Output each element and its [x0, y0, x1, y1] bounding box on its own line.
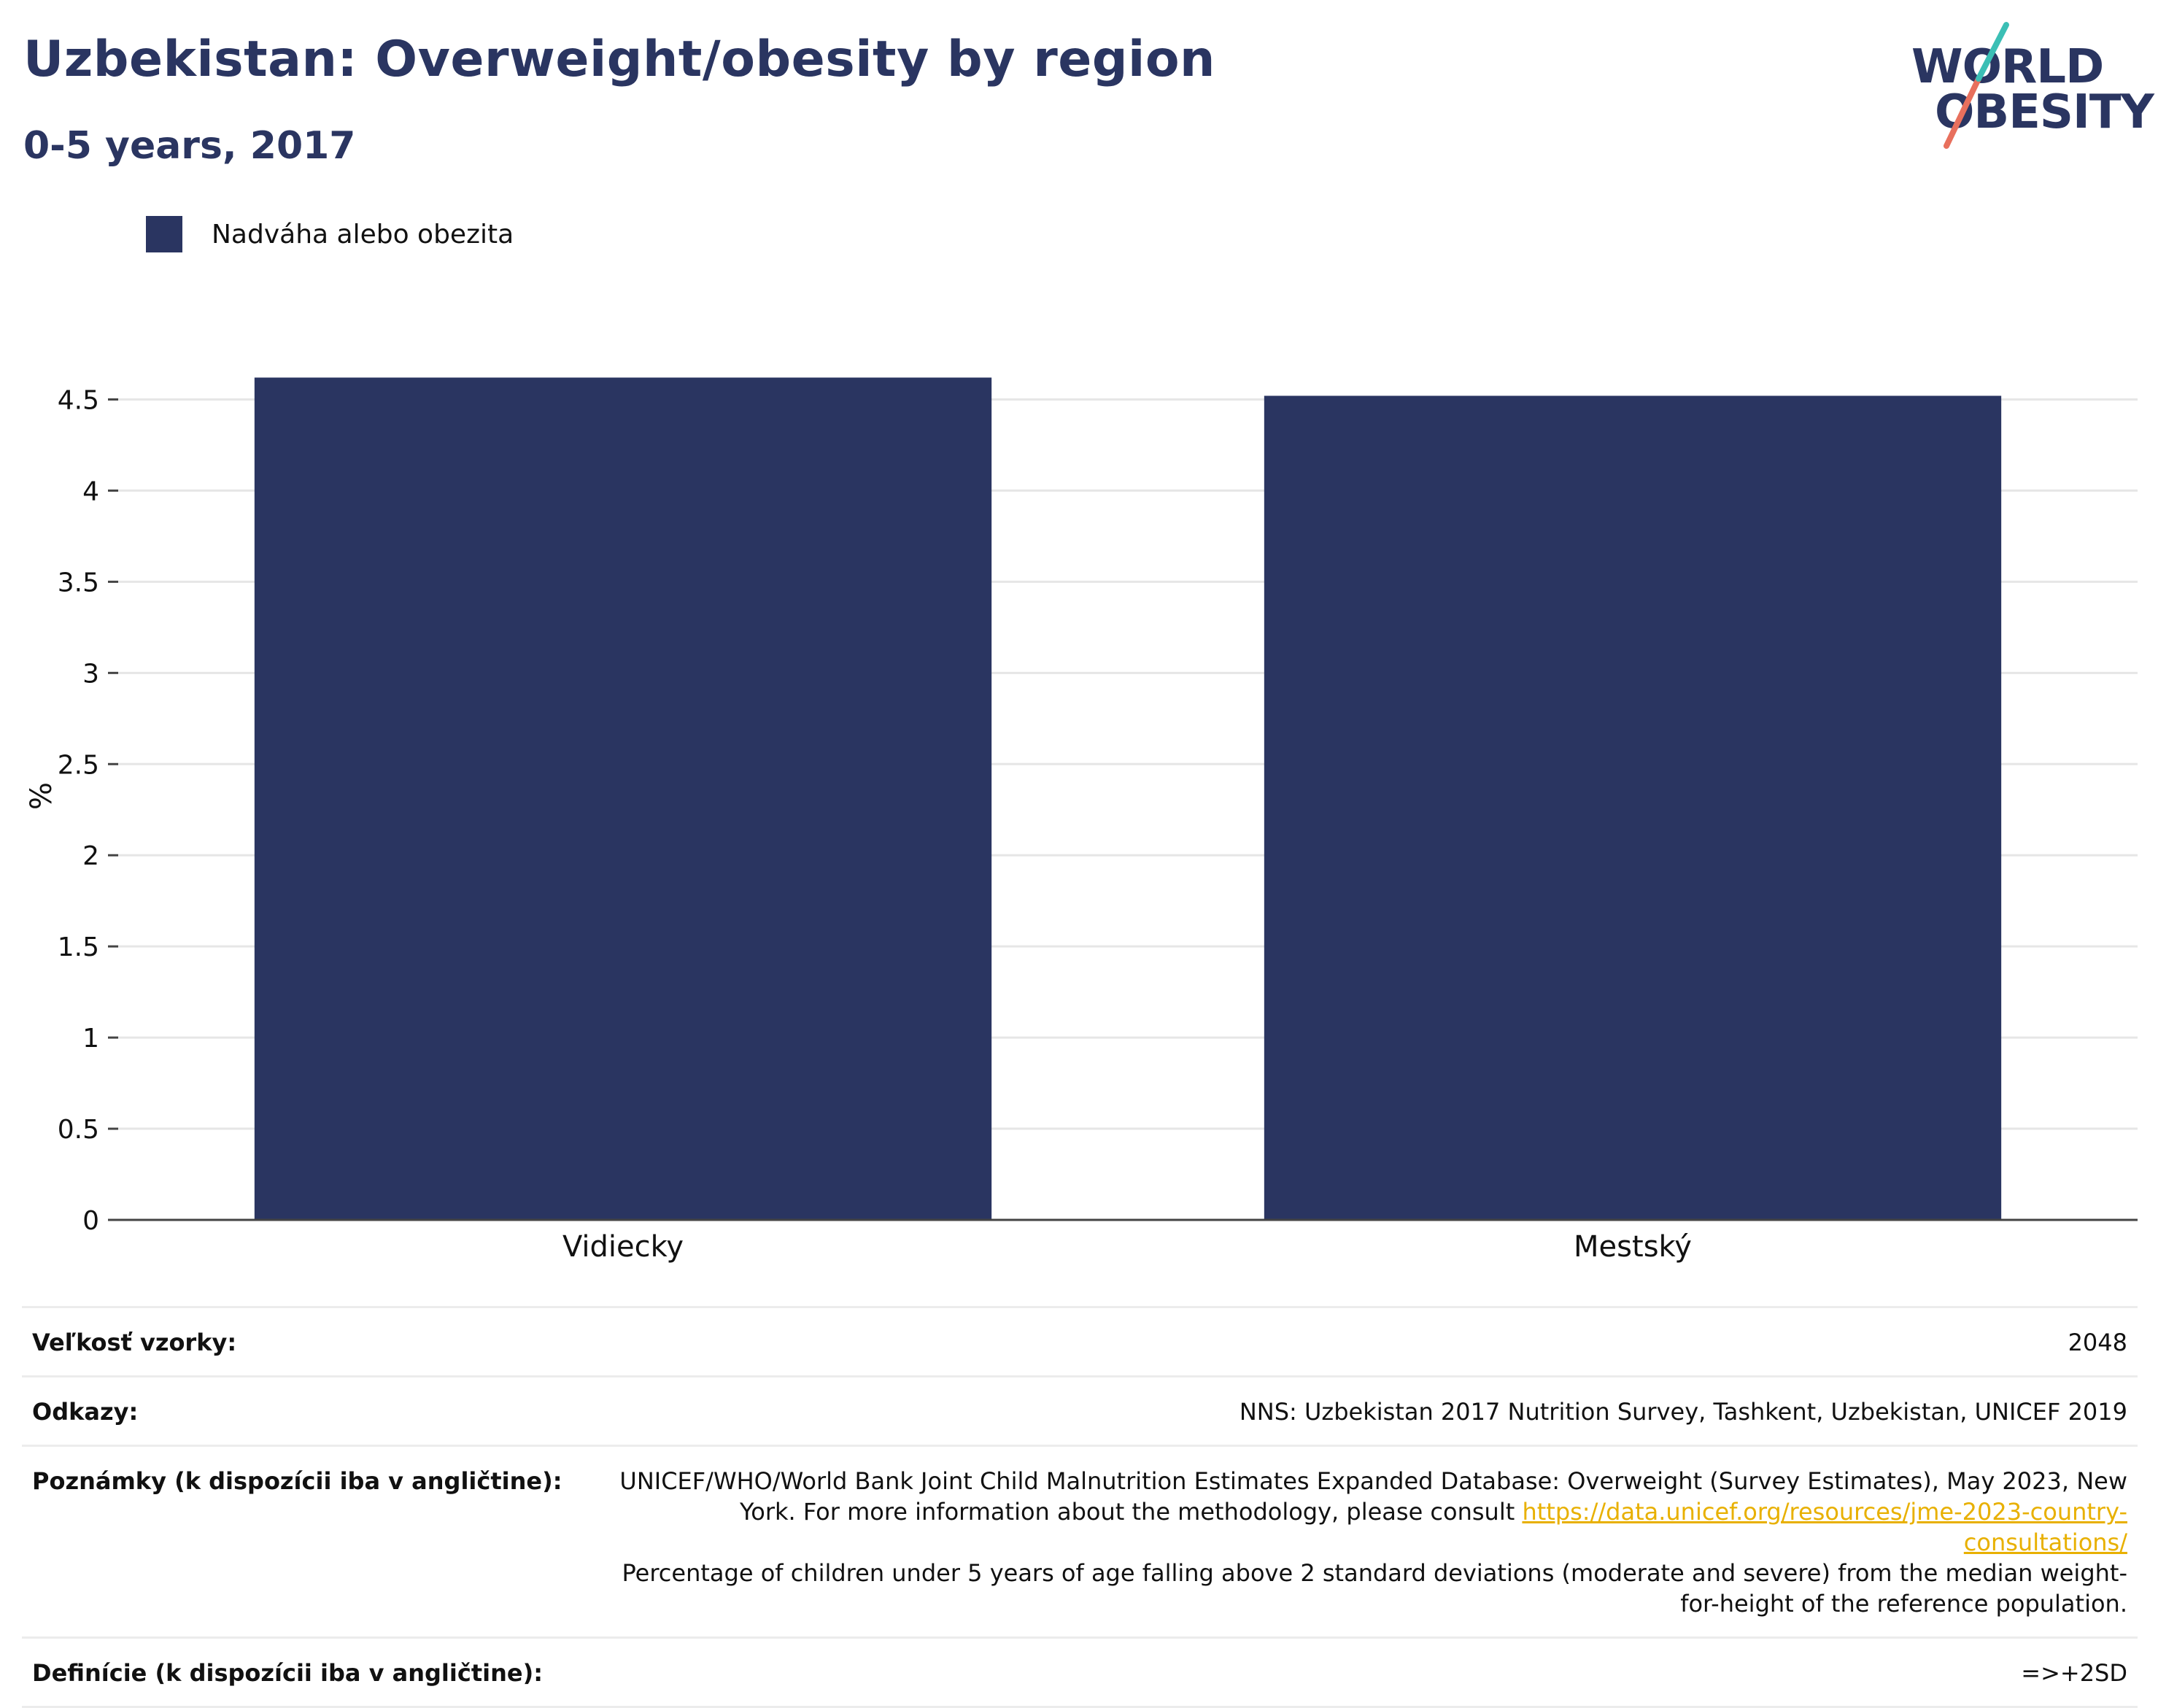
chart-title: Uzbekistan: Overweight/obesity by region — [23, 31, 1215, 88]
info-table: Veľkosť vzorky: 2048 Odkazy: NNS: Uzbeki… — [22, 1306, 2138, 1708]
world-obesity-logo: WORLD OBESITY — [1897, 16, 2154, 155]
notes-label: Poznámky (k dispozícii iba v angličtine)… — [32, 1467, 562, 1495]
y-axis-label: % — [25, 782, 58, 810]
sample-size-value: 2048 — [2068, 1329, 2127, 1356]
x-tick-label: Mestský — [1574, 1230, 1692, 1264]
y-tick-label: 2.5 — [58, 750, 99, 780]
info-row-sample-size: Veľkosť vzorky: 2048 — [22, 1306, 2138, 1375]
y-tick-label: 2 — [82, 841, 99, 871]
legend-label: Nadváha alebo obezita — [212, 219, 514, 250]
methodology-link[interactable]: https://data.unicef.org/resources/jme-20… — [1522, 1498, 2127, 1556]
logo-slash-icon — [1944, 22, 2009, 149]
y-tick-label: 4.5 — [58, 385, 99, 415]
y-tick-label: 3 — [82, 659, 99, 689]
y-tick-label: 1.5 — [58, 932, 99, 962]
notes-definition-text: Percentage of children under 5 years of … — [622, 1559, 2128, 1618]
logo-word-1: WORLD — [1911, 40, 2104, 94]
bar — [1264, 395, 2002, 1220]
y-tick-label: 4 — [82, 476, 99, 506]
legend-swatch — [146, 216, 182, 252]
chart-subtitle: 0-5 years, 2017 — [23, 124, 356, 168]
sample-size-label: Veľkosť vzorky: — [32, 1329, 237, 1356]
notes-value: UNICEF/WHO/World Bank Joint Child Malnut… — [610, 1466, 2127, 1619]
bar — [254, 377, 992, 1220]
y-tick-label: 0.5 — [58, 1115, 99, 1145]
definitions-label: Definície (k dispozícii iba v angličtine… — [32, 1659, 543, 1687]
references-label: Odkazy: — [32, 1398, 139, 1426]
y-tick-label: 1 — [82, 1024, 99, 1054]
bar-chart: 0 0.5 1 1.5 2 2.5 3 3.5 4 4.5% Vidiecky Mestský — [25, 377, 2138, 1264]
notes-text: UNICEF/WHO/World Bank Joint Child Malnut… — [619, 1467, 2127, 1526]
y-tick-label: 3.5 — [58, 568, 99, 598]
definitions-value: =>+2SD — [2021, 1659, 2127, 1687]
x-tick-label: Vidiecky — [562, 1230, 684, 1264]
y-tick-label: 0 — [82, 1206, 99, 1236]
info-row-definitions: Definície (k dispozícii iba v angličtine… — [22, 1636, 2138, 1708]
references-value: NNS: Uzbekistan 2017 Nutrition Survey, T… — [1239, 1398, 2127, 1426]
info-row-references: Odkazy: NNS: Uzbekistan 2017 Nutrition S… — [22, 1375, 2138, 1445]
info-row-notes: Poznámky (k dispozícii iba v angličtine)… — [22, 1445, 2138, 1636]
chart-legend: Nadváha alebo obezita — [146, 216, 514, 252]
